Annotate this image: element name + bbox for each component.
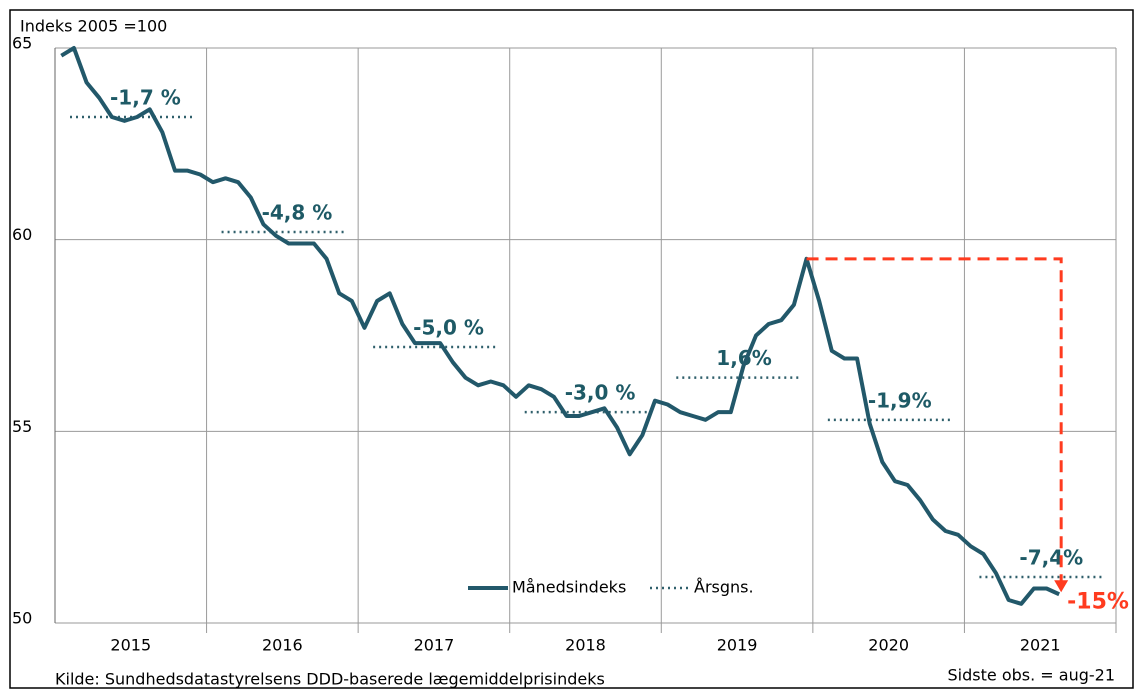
- y-tick-label: 60: [12, 225, 32, 244]
- y-tick-label: 55: [12, 417, 32, 436]
- x-tick-label: 2017: [414, 636, 455, 655]
- annotation-arrow: [806, 257, 1063, 583]
- annotation-text: -15%: [1067, 589, 1129, 614]
- source: Kilde: Sundhedsdatastyrelsens DDD-basere…: [55, 670, 605, 689]
- x-tick-label: 2018: [565, 636, 606, 655]
- x-tick-label: 2020: [868, 636, 909, 655]
- x-tick-label: 2015: [110, 636, 151, 655]
- y-axis-label: Indeks 2005 =100: [20, 17, 167, 36]
- line: [60, 46, 1060, 606]
- x-tick-label: 2021: [1020, 636, 1061, 655]
- y-tick-label: 50: [12, 609, 32, 628]
- frame: [9, 9, 1134, 689]
- y-tick-label: 65: [12, 34, 32, 53]
- value-label: -4,8 %: [262, 201, 333, 225]
- x-tick-label: 2016: [262, 636, 303, 655]
- note: Sidste obs. = aug-21: [948, 666, 1115, 685]
- legend-label: Årsgns.: [694, 578, 754, 597]
- value-label: -3,0 %: [565, 381, 636, 405]
- legend-label: Månedsindeks: [512, 578, 626, 597]
- value-label: -1,7 %: [110, 86, 181, 110]
- value-label: -1,9%: [868, 388, 932, 412]
- arrow-head: [1054, 580, 1069, 593]
- value-label: -7,4%: [1019, 546, 1083, 570]
- x-tick-label: 2019: [717, 636, 758, 655]
- value-label: -5,0 %: [413, 316, 484, 340]
